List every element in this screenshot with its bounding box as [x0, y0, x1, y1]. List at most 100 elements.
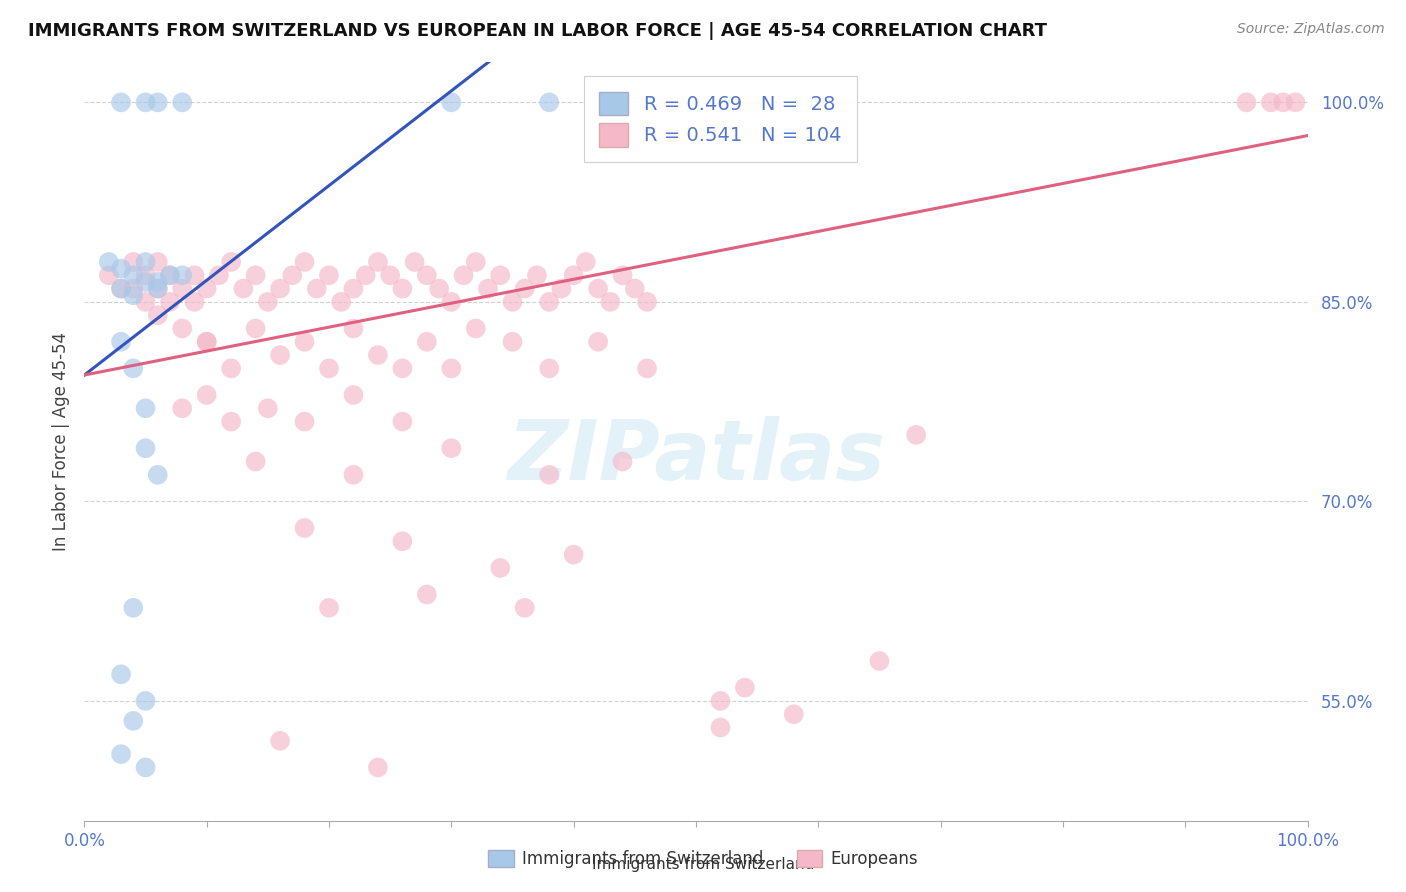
Point [380, 268, 402, 283]
Point [783, 707, 806, 722]
Text: ZIPatlas: ZIPatlas [508, 417, 884, 497]
Point [122, 282, 145, 296]
Point [110, 282, 132, 296]
Point [232, 282, 254, 296]
Point [110, 667, 132, 681]
Point [281, 268, 304, 283]
Point [538, 294, 561, 309]
Point [146, 467, 169, 482]
Point [257, 401, 280, 416]
Point [477, 282, 499, 296]
Point [562, 268, 585, 283]
Point [562, 548, 585, 562]
Point [294, 334, 316, 349]
Text: Source: ZipAtlas.com: Source: ZipAtlas.com [1237, 22, 1385, 37]
Point [354, 268, 377, 283]
Point [586, 282, 609, 296]
Point [122, 255, 145, 269]
Point [183, 294, 205, 309]
Point [1272, 95, 1295, 110]
Point [122, 288, 145, 302]
Point [146, 282, 169, 296]
Point [709, 694, 731, 708]
Legend: R = 0.469   N =  28, R = 0.541   N = 104: R = 0.469 N = 28, R = 0.541 N = 104 [583, 76, 858, 162]
Point [195, 334, 218, 349]
Point [636, 361, 658, 376]
Point [489, 268, 512, 283]
Point [146, 255, 169, 269]
Point [219, 255, 242, 269]
Point [245, 321, 267, 335]
Point [427, 282, 450, 296]
Point [183, 268, 205, 283]
Point [342, 321, 364, 335]
Point [330, 294, 353, 309]
Point [526, 268, 548, 283]
Point [110, 282, 132, 296]
Point [367, 255, 389, 269]
Point [195, 334, 218, 349]
Point [159, 268, 181, 283]
Point [464, 255, 486, 269]
Point [905, 428, 928, 442]
Point [135, 694, 157, 708]
Point [342, 282, 364, 296]
Point [159, 268, 181, 283]
Point [122, 268, 145, 283]
Point [342, 388, 364, 402]
Point [538, 361, 561, 376]
Point [1284, 95, 1306, 110]
Point [440, 361, 463, 376]
Point [146, 282, 169, 296]
Point [135, 441, 157, 455]
Point [172, 282, 194, 296]
Point [502, 334, 524, 349]
Legend: Immigrants from Switzerland, Europeans: Immigrants from Switzerland, Europeans [482, 843, 924, 875]
Point [219, 415, 242, 429]
Point [135, 294, 157, 309]
Point [440, 95, 463, 110]
Point [269, 282, 291, 296]
Point [367, 348, 389, 362]
Point [110, 334, 132, 349]
Point [624, 282, 647, 296]
Point [391, 534, 413, 549]
Point [122, 714, 145, 728]
Point [219, 361, 242, 376]
Point [612, 268, 634, 283]
Point [502, 294, 524, 309]
Point [416, 268, 439, 283]
Point [195, 388, 218, 402]
Point [208, 268, 231, 283]
Point [869, 654, 891, 668]
Point [97, 255, 120, 269]
Point [318, 600, 340, 615]
Point [122, 600, 145, 615]
Point [538, 467, 561, 482]
Point [318, 268, 340, 283]
Point [245, 454, 267, 468]
Point [305, 282, 328, 296]
Point [391, 282, 413, 296]
Point [110, 95, 132, 110]
Point [146, 95, 169, 110]
Point [513, 282, 536, 296]
Point [135, 268, 157, 283]
Point [636, 294, 658, 309]
Point [172, 321, 194, 335]
Point [269, 734, 291, 748]
Point [404, 255, 426, 269]
Point [97, 268, 120, 283]
Point [538, 95, 561, 110]
Point [453, 268, 475, 283]
Text: Immigrants from Switzerland: Immigrants from Switzerland [592, 857, 814, 872]
Point [122, 361, 145, 376]
Point [734, 681, 756, 695]
Point [172, 95, 194, 110]
Point [110, 261, 132, 276]
Point [709, 721, 731, 735]
Point [135, 760, 157, 774]
Point [245, 268, 267, 283]
Point [135, 255, 157, 269]
Point [257, 294, 280, 309]
